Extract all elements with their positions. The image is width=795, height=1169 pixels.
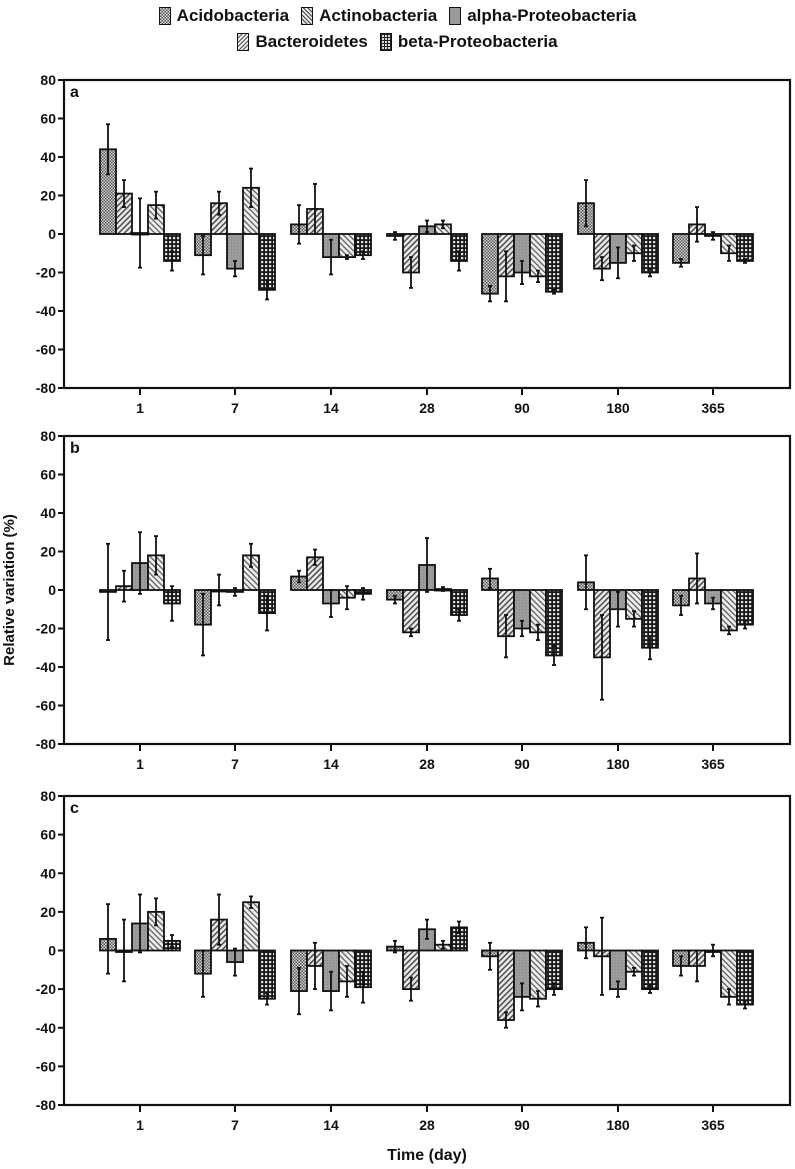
x-tick-label: 90: [514, 1117, 530, 1133]
x-tick-label: 90: [514, 756, 530, 772]
beta-proteobacteria-swatch-icon: [379, 33, 392, 51]
legend-item-beta-proteobacteria: beta-Proteobacteria: [379, 32, 558, 52]
y-tick-label: -80: [36, 1097, 56, 1113]
bar: [641, 233, 659, 274]
bar: [545, 233, 563, 293]
y-tick-label: 80: [40, 788, 56, 804]
y-tick-label: 80: [40, 428, 56, 444]
legend-item-bacteroidetes: Bacteroidetes: [237, 32, 368, 52]
x-tick-label: 7: [231, 756, 239, 772]
y-tick-label: -60: [36, 342, 56, 358]
panel-b: 80 60 40 20 0 -20 -40 -60 -80 1 7 14 28 90 180 365 b: [36, 428, 792, 772]
y-tick-label: -60: [36, 1058, 56, 1074]
y-tick-label: 80: [40, 72, 56, 88]
actinobacteria-swatch-icon: [301, 7, 314, 25]
x-tick-label: 14: [323, 756, 339, 772]
x-tick-label: 1: [136, 1117, 144, 1133]
panel-a: 80 60 40 20 0 -20 -40 -60 -80 1 7 14 28 90 180 365 a: [36, 72, 792, 416]
y-tick-label: 20: [40, 544, 56, 560]
y-tick-label: 40: [40, 865, 56, 881]
legend-label: Bacteroidetes: [255, 32, 368, 51]
x-tick-label: 180: [606, 400, 630, 416]
y-tick-label: 60: [40, 467, 56, 483]
x-tick-label: 7: [231, 1117, 239, 1133]
x-tick-label: 28: [419, 400, 435, 416]
bar: [736, 949, 754, 1006]
legend-label: Acidobacteria: [176, 6, 290, 25]
alpha-proteobacteria-swatch-icon: [449, 7, 462, 25]
panel-c: 80 60 40 20 0 -20 -40 -60 -80 1 7 14 28 90 180 365 c: [36, 788, 792, 1133]
y-tick-label: 20: [40, 188, 56, 204]
y-tick-label: 0: [48, 582, 56, 598]
y-tick-label: -40: [36, 1020, 56, 1036]
y-tick-label: 60: [40, 111, 56, 127]
y-tick-label: -40: [36, 303, 56, 319]
bar: [242, 901, 260, 952]
x-tick-label: 180: [606, 756, 630, 772]
y-axis-label: Relative variation (%): [1, 514, 18, 666]
panel-label: b: [70, 440, 80, 457]
y-tick-label: 40: [40, 149, 56, 165]
bar: [720, 589, 738, 632]
bar: [481, 233, 499, 295]
y-tick-label: 0: [48, 226, 56, 242]
y-tick-label: -20: [36, 621, 56, 637]
x-tick-label: 1: [136, 756, 144, 772]
x-tick-label: 365: [701, 756, 725, 772]
y-tick-label: -20: [36, 981, 56, 997]
legend-label: alpha-Proteobacteria: [467, 6, 637, 25]
acidobacteria-swatch-icon: [158, 7, 171, 25]
legend-row-2: Bacteroidetes beta-Proteobacteria: [0, 29, 795, 55]
y-tick-label: 40: [40, 505, 56, 521]
panel-label: a: [70, 84, 79, 101]
x-tick-label: 365: [701, 1117, 725, 1133]
legend-item-alpha-proteobacteria: alpha-Proteobacteria: [449, 6, 636, 26]
x-tick-label: 90: [514, 400, 530, 416]
legend-label: beta-Proteobacteria: [397, 32, 558, 51]
bar: [736, 589, 754, 626]
bar: [338, 233, 356, 259]
panel-label: c: [70, 800, 79, 817]
bar: [258, 949, 276, 1000]
x-tick-label: 14: [323, 1117, 339, 1133]
bar: [402, 589, 420, 634]
x-tick-label: 28: [419, 756, 435, 772]
y-tick-label: 20: [40, 904, 56, 920]
x-tick-label: 1: [136, 400, 144, 416]
x-axis-label: Time (day): [387, 1147, 467, 1164]
y-tick-label: -80: [36, 380, 56, 396]
legend-label: Actinobacteria: [319, 6, 438, 25]
y-tick-label: -80: [36, 736, 56, 752]
x-tick-label: 28: [419, 1117, 435, 1133]
legend-item-actinobacteria: Actinobacteria: [301, 6, 437, 26]
bar: [736, 233, 754, 262]
bacteroidetes-swatch-icon: [237, 33, 250, 51]
legend-row-1: Acidobacteria Actinobacteria alpha-Prote…: [0, 3, 795, 29]
y-tick-label: -20: [36, 265, 56, 281]
x-tick-label: 7: [231, 400, 239, 416]
y-tick-label: -40: [36, 659, 56, 675]
bar: [641, 949, 659, 991]
y-tick-label: 0: [48, 943, 56, 959]
y-tick-label: 60: [40, 827, 56, 843]
x-tick-label: 365: [701, 400, 725, 416]
x-tick-label: 14: [323, 400, 339, 416]
legend-item-acidobacteria: Acidobacteria: [158, 6, 290, 26]
y-tick-label: -60: [36, 698, 56, 714]
x-tick-label: 180: [606, 1117, 630, 1133]
bar: [497, 949, 515, 1021]
chart-legend: Acidobacteria Actinobacteria alpha-Prote…: [0, 0, 795, 60]
